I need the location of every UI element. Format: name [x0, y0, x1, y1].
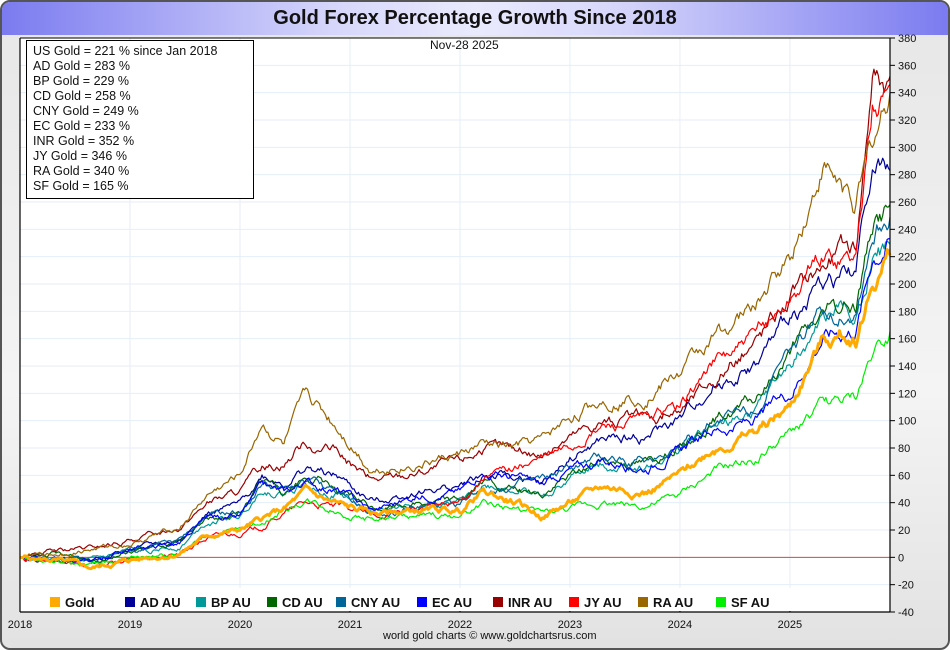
legend-label: AD AU [140, 595, 181, 610]
x-tick-label: 2023 [558, 619, 582, 631]
legend-swatch [493, 597, 503, 607]
y-tick-label: 120 [898, 388, 916, 400]
y-tick-label: 160 [898, 334, 916, 346]
x-tick-label: 2020 [228, 619, 252, 631]
y-tick-label: 280 [898, 170, 916, 182]
y-tick-label: 200 [898, 279, 916, 291]
summary-line: EC Gold = 233 % [33, 119, 130, 133]
series-line-gold [19, 248, 892, 571]
legend-label: CD AU [282, 595, 323, 610]
legend-label: RA AU [653, 595, 693, 610]
x-tick-label: 2021 [338, 619, 362, 631]
summary-line: AD Gold = 283 % [33, 59, 130, 73]
x-tick-label: 2024 [668, 619, 692, 631]
series-line-sf-au [19, 331, 891, 567]
summary-line: BP Gold = 229 % [33, 74, 130, 88]
y-tick-label: 180 [898, 306, 916, 318]
series-line-inr-au [19, 68, 891, 559]
y-tick-label: 260 [898, 197, 916, 209]
legend-label: Gold [65, 595, 95, 610]
y-tick-label: -40 [898, 607, 914, 619]
legend-label: BP AU [211, 595, 251, 610]
legend-swatch [716, 597, 726, 607]
y-tick-label: 20 [898, 525, 910, 537]
legend-swatch [569, 597, 579, 607]
series-line-ec-au [19, 238, 891, 564]
series-line-cny-au [19, 216, 891, 565]
summary-line: JY Gold = 346 % [33, 149, 127, 163]
legend-label: EC AU [432, 595, 472, 610]
legend-swatch [267, 597, 277, 607]
x-tick-label: 2022 [448, 619, 472, 631]
y-tick-label: 300 [898, 142, 916, 154]
x-tick-label: 2018 [8, 619, 32, 631]
y-tick-label: 60 [898, 470, 910, 482]
y-tick-label: 240 [898, 224, 916, 236]
y-tick-label: 220 [898, 252, 916, 264]
y-tick-label: 80 [898, 443, 910, 455]
legend-label: INR AU [508, 595, 552, 610]
y-tick-label: 100 [898, 416, 916, 428]
legend-background [21, 588, 889, 611]
summary-line: INR Gold = 352 % [33, 134, 135, 148]
series-line-cd-au [19, 204, 891, 564]
legend-label: JY AU [584, 595, 622, 610]
x-tick-label: 2019 [118, 619, 142, 631]
y-tick-label: 0 [898, 552, 904, 564]
date-label: Nov-28 2025 [430, 38, 499, 52]
y-tick-label: 320 [898, 115, 916, 127]
y-tick-label: 340 [898, 88, 916, 100]
legend-label: SF AU [731, 595, 770, 610]
chart-credit: world gold charts © www.goldchartsrus.co… [383, 630, 597, 642]
y-ticks: -40 -20 0 20 40 60 80 100 120 140 160 180 200 220 240 2… [890, 33, 916, 619]
summary-line: US Gold = 221 % since Jan 2018 [33, 44, 218, 58]
y-tick-label: 140 [898, 361, 916, 373]
chart-title: Gold Forex Percentage Growth Since 2018 [2, 2, 948, 35]
series-group [19, 68, 892, 571]
x-tick-label: 2025 [778, 619, 802, 631]
legend-swatch [336, 597, 346, 607]
legend-swatch [196, 597, 206, 607]
legend-swatch [417, 597, 427, 607]
legend-swatch [125, 597, 135, 607]
series-line-bp-au [19, 240, 891, 563]
summary-line: CNY Gold = 249 % [33, 104, 139, 118]
legend: Gold AD AU BP AU CD AU CNY AU EC AU INR AU JY A… [50, 595, 770, 610]
y-tick-label: -20 [898, 580, 914, 592]
y-tick-label: 380 [898, 33, 916, 45]
legend-swatch [50, 597, 60, 607]
summary-line: RA Gold = 340 % [33, 164, 130, 178]
series-line-ra-au [19, 92, 891, 559]
summary-box: US Gold = 221 % since Jan 2018 AD Gold = … [26, 40, 254, 199]
y-tick-label: 40 [898, 498, 910, 510]
summary-line: SF Gold = 165 % [33, 179, 129, 193]
summary-line: CD Gold = 258 % [33, 89, 131, 103]
legend-label: CNY AU [351, 595, 400, 610]
y-tick-label: 360 [898, 60, 916, 72]
legend-swatch [638, 597, 648, 607]
